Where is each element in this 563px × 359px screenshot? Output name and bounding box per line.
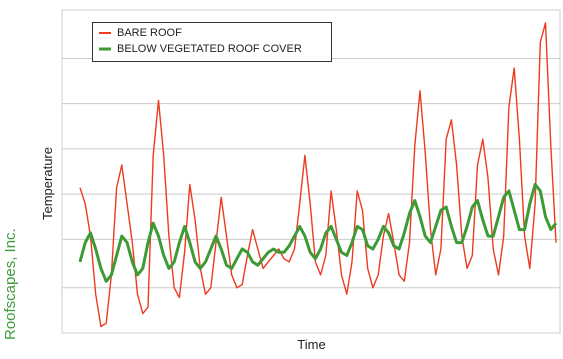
x-axis-label: Time [297, 337, 326, 352]
legend: BARE ROOF BELOW VEGETATED ROOF COVER [92, 22, 332, 62]
legend-swatch-vegetated [99, 47, 111, 51]
series-lines [78, 22, 558, 328]
credit-label: Roofscapes, Inc. [2, 228, 19, 340]
legend-swatch-bare-roof [99, 32, 111, 34]
series-line-vegetated [78, 182, 558, 283]
y-axis-label: Temperature [40, 147, 55, 220]
legend-item-vegetated: BELOW VEGETATED ROOF COVER [99, 42, 302, 56]
series-line-bare-roof [79, 22, 557, 328]
legend-item-bare-roof: BARE ROOF [99, 26, 182, 40]
legend-label-vegetated: BELOW VEGETATED ROOF COVER [117, 43, 302, 55]
legend-label-bare-roof: BARE ROOF [117, 27, 182, 39]
